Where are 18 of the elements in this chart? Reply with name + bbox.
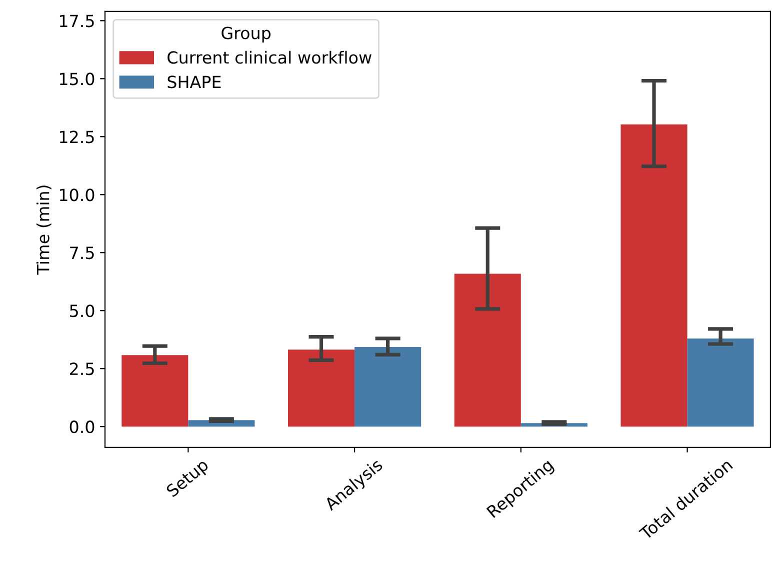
y-tick-label: 15.0 (60, 72, 94, 86)
y-tick-label: 7.5 (70, 246, 94, 260)
legend-label: Current clinical workflow (168, 50, 372, 64)
legend-label: SHAPE (168, 76, 221, 88)
bar (620, 124, 688, 427)
y-tick-label: 10.0 (60, 188, 94, 202)
legend-title: Group (222, 26, 271, 43)
bar (122, 355, 188, 427)
y-tick-label: 2.5 (70, 362, 94, 376)
y-tick-label: 0.0 (70, 420, 94, 434)
y-tick-label: 17.5 (60, 14, 94, 28)
y-tick-label: 5.0 (70, 304, 94, 318)
y-axis-title: Time (min) (36, 186, 52, 275)
bar (354, 347, 422, 427)
bar (288, 350, 355, 427)
bar (454, 274, 521, 427)
bar (687, 338, 754, 427)
y-tick-label: 12.5 (60, 130, 94, 144)
